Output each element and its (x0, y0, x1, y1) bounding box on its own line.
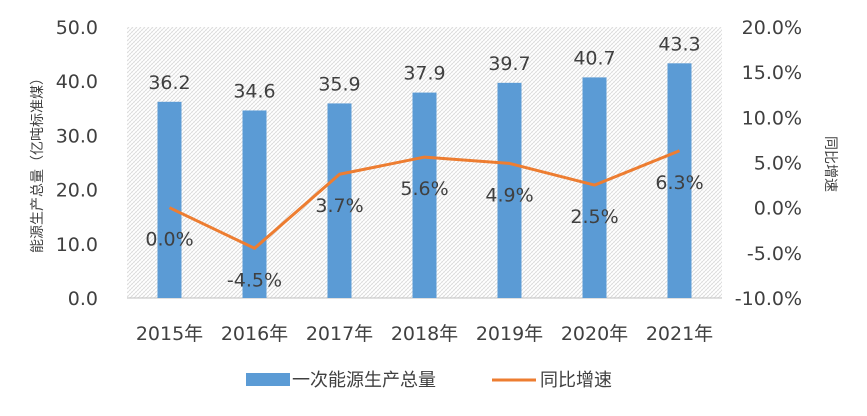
bar-value-label: 40.7 (573, 47, 615, 69)
right-tick-label: -10.0% (735, 288, 802, 310)
line-value-label: 5.6% (400, 178, 448, 200)
right-tick-label: 15.0% (742, 62, 802, 84)
line-value-label: -4.5% (227, 269, 282, 291)
line-value-label: 3.7% (315, 195, 363, 217)
bar (157, 101, 182, 299)
category-label: 2021年 (646, 323, 713, 345)
legend-bar-label: 一次能源生产总量 (292, 370, 436, 391)
left-tick-label: 20.0 (56, 180, 98, 202)
bar-data-labels: 36.2 34.6 35.9 37.9 39.7 40.7 43.3 (148, 33, 700, 102)
category-label: 2018年 (391, 323, 458, 345)
left-tick-label: 40.0 (56, 71, 98, 93)
left-tick-label: 30.0 (56, 125, 98, 147)
left-axis-title: 能源生产总量（亿吨标准煤） (30, 71, 46, 253)
left-tick-label: 0.0 (68, 288, 98, 310)
right-axis-title: 同比增速 (822, 136, 838, 192)
line-value-label: 2.5% (570, 206, 618, 228)
category-labels: 2015年 2016年 2017年 2018年 2019年 2020年 2021年 (136, 323, 713, 345)
bar (497, 82, 522, 299)
right-tick-label: 20.0% (742, 17, 802, 39)
right-tick-label: 10.0% (742, 107, 802, 129)
category-label: 2017年 (306, 323, 373, 345)
bar-value-label: 35.9 (318, 73, 360, 95)
right-tick-label: 0.0% (754, 198, 802, 220)
bar (412, 92, 437, 298)
category-label: 2020年 (561, 323, 628, 345)
legend-bar-swatch (246, 373, 290, 386)
right-tick-label: 5.0% (754, 153, 802, 175)
bar-value-label: 43.3 (658, 33, 700, 55)
left-tick-label: 10.0 (56, 234, 98, 256)
bar-series (157, 63, 692, 299)
bar-value-label: 36.2 (148, 72, 190, 94)
bar (327, 103, 352, 298)
left-axis: 0.0 10.0 20.0 30.0 40.0 50.0 (56, 17, 98, 310)
bar-value-label: 37.9 (403, 63, 445, 85)
line-data-labels: 0.0% -4.5% 3.7% 5.6% 4.9% 2.5% 6.3% (145, 172, 703, 292)
legend: 一次能源生产总量 同比增速 (246, 370, 612, 391)
line-value-label: 4.9% (485, 184, 533, 206)
category-label: 2019年 (476, 323, 543, 345)
bar (242, 110, 267, 298)
category-label: 2015年 (136, 323, 203, 345)
right-tick-label: -5.0% (747, 243, 802, 265)
category-label: 2016年 (221, 323, 288, 345)
right-axis: -10.0% -5.0% 0.0% 5.0% 10.0% 15.0% 20.0% (735, 17, 802, 310)
line-value-label: 6.3% (655, 172, 703, 194)
legend-line-label: 同比增速 (540, 370, 612, 391)
left-tick-label: 50.0 (56, 17, 98, 39)
bar-value-label: 39.7 (488, 53, 530, 75)
bar-value-label: 34.6 (233, 80, 275, 102)
growth-rate-line (168, 149, 681, 250)
bar (582, 77, 607, 298)
line-value-label: 0.0% (145, 229, 193, 251)
bar (667, 63, 692, 299)
